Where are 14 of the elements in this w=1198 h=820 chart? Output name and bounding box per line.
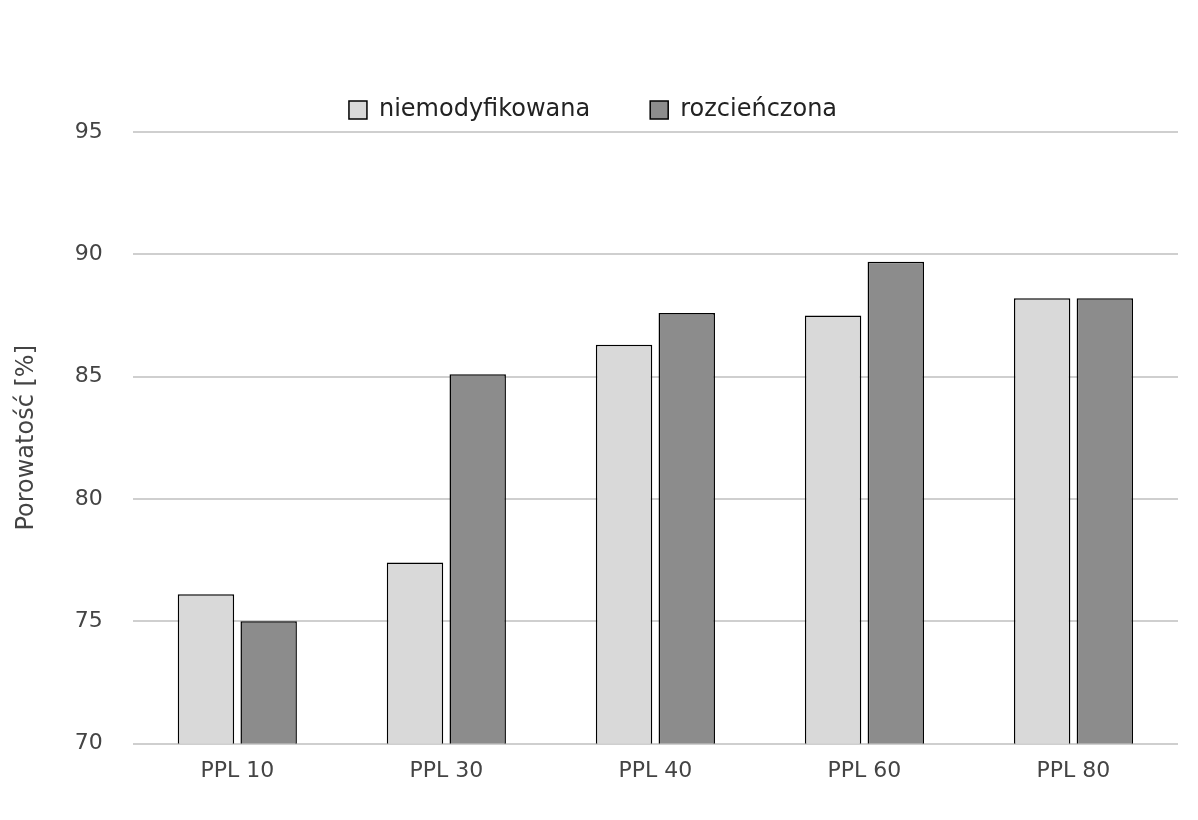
y-tick-label: 85 bbox=[74, 362, 103, 388]
x-tick-label: PPL 30 bbox=[409, 756, 484, 782]
x-tick-label: PPL 80 bbox=[1036, 756, 1111, 782]
y-axis-title: Porowatość [%] bbox=[10, 344, 39, 531]
y-tick-label: 90 bbox=[74, 240, 103, 266]
y-tick-label: 70 bbox=[74, 729, 103, 755]
legend-label: rozcieńczona bbox=[680, 94, 838, 123]
y-tick-label: 95 bbox=[74, 117, 103, 143]
y-tick-label: 75 bbox=[74, 607, 103, 632]
x-tick-label: PPL 60 bbox=[827, 756, 902, 782]
legend-label: niemodyfikowana bbox=[378, 94, 591, 123]
y-tick-label: 80 bbox=[74, 484, 103, 510]
x-tick-label: PPL 10 bbox=[200, 756, 275, 782]
x-tick-label: PPL 40 bbox=[618, 756, 693, 782]
